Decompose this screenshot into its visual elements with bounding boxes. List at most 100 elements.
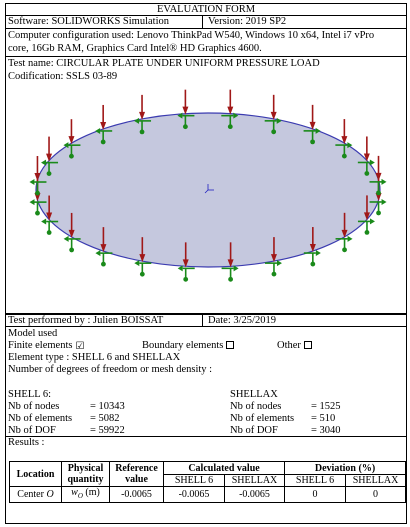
quantity-symbol: w xyxy=(71,487,78,498)
shellax-title: SHELLAX xyxy=(230,389,278,400)
support-base xyxy=(271,271,277,277)
load-arrow-head xyxy=(68,136,75,145)
load-arrow-head xyxy=(68,229,75,238)
load-arrow-head xyxy=(139,111,146,120)
support-base xyxy=(35,210,40,216)
performed-row: Test performed by : Julien BOISSAT Date:… xyxy=(6,314,406,327)
element-type: Element type : SHELL 6 and SHELLAX xyxy=(8,352,181,363)
support-base xyxy=(364,171,370,176)
support-base xyxy=(228,276,234,282)
reference-header-line-2: value xyxy=(125,474,148,485)
other-option[interactable]: Other xyxy=(277,340,312,352)
codification: Codification: SSLS 03-89 xyxy=(8,71,118,82)
evaluation-form: EVALUATION FORM Software: SOLIDWORKS Sim… xyxy=(5,3,407,524)
load-arrow-head xyxy=(363,153,370,162)
support-base xyxy=(69,153,74,159)
support-arrow-head xyxy=(29,199,35,206)
finite-elements-checkbox[interactable]: ☑ xyxy=(75,341,85,352)
support-arrow-head xyxy=(233,112,239,119)
support-arrow-head xyxy=(276,260,282,267)
load-arrow-head xyxy=(182,259,189,268)
table-header-row: Location Physical quantity Reference val… xyxy=(9,461,407,487)
support-base xyxy=(376,190,381,196)
quantity-cell: wO (m) xyxy=(61,486,110,503)
test-date: Date: 3/25/2019 xyxy=(208,315,276,326)
boundary-elements-option[interactable]: Boundary elements xyxy=(142,340,235,352)
support-arrow-head xyxy=(95,127,101,134)
physical-quantity-header: Physical quantity xyxy=(61,461,110,487)
configuration-row: Computer configuration used: Lenovo Thin… xyxy=(6,29,406,57)
load-arrow-head xyxy=(270,111,277,120)
support-base xyxy=(342,247,347,253)
support-arrow-head xyxy=(177,265,183,272)
support-base xyxy=(364,230,370,235)
support-base xyxy=(227,124,233,130)
reference-value-header: Reference value xyxy=(109,461,164,487)
reference-header-line-1: Reference xyxy=(115,463,158,474)
dof-label: Number of degrees of freedom or mesh den… xyxy=(8,364,213,375)
shell6-nodes-value: = 10343 xyxy=(90,401,125,412)
results-separator xyxy=(6,436,406,437)
shellax-elements-label: Nb of elements xyxy=(230,413,295,424)
finite-elements-option[interactable]: Finite elements ☑ xyxy=(8,340,84,352)
support-arrow-head xyxy=(177,112,183,119)
dev-shellax-cell: 0 xyxy=(345,486,407,503)
shellax-dof-value: = 3040 xyxy=(311,425,341,436)
form-title: EVALUATION FORM xyxy=(156,4,256,15)
location-text: Center xyxy=(17,489,47,500)
shell6-nodes-label: Nb of nodes xyxy=(8,401,60,412)
reference-cell: -0.0065 xyxy=(109,486,164,503)
location-header: Location xyxy=(9,461,62,487)
shellax-elements-value: = 510 xyxy=(311,413,336,424)
support-base xyxy=(139,129,145,135)
support-base xyxy=(69,247,75,253)
load-arrow-head xyxy=(309,244,316,253)
divider xyxy=(202,16,203,28)
divider xyxy=(202,315,203,327)
shellax-dof-label: Nb of DOF xyxy=(230,425,278,436)
shell6-dof-value: = 59922 xyxy=(90,425,125,436)
performed-by: Test performed by : Julien BOISSAT xyxy=(8,315,164,326)
shell6-title: SHELL 6: xyxy=(8,389,52,400)
title-row: EVALUATION FORM xyxy=(6,4,406,16)
support-arrow-head xyxy=(63,235,69,242)
load-arrow-head xyxy=(46,212,53,221)
deviation-header: Deviation (%) xyxy=(284,461,407,475)
physical-header-line-2: quantity xyxy=(67,474,104,485)
support-base xyxy=(310,139,315,145)
load-arrow-head xyxy=(309,121,316,130)
support-arrow-head xyxy=(381,198,387,205)
support-arrow-head xyxy=(347,235,353,242)
shell6-dof-label: Nb of DOF xyxy=(8,425,56,436)
test-name: Test name: CIRCULAR PLATE UNDER UNIFORM … xyxy=(8,58,320,69)
boundary-elements-label: Boundary elements xyxy=(142,340,224,351)
support-arrow-head xyxy=(233,265,239,272)
calc-shellax-cell: -0.0065 xyxy=(223,486,286,503)
support-arrow-head xyxy=(41,159,47,166)
other-checkbox[interactable] xyxy=(303,341,312,349)
support-arrow-head xyxy=(347,142,353,149)
support-base xyxy=(35,190,40,196)
support-arrow-head xyxy=(276,117,282,124)
support-arrow-head xyxy=(29,179,35,186)
shell6-elements-label: Nb of elements xyxy=(8,413,73,424)
support-arrow-head xyxy=(95,250,101,257)
support-base xyxy=(271,129,277,135)
boundary-elements-checkbox[interactable] xyxy=(226,341,235,349)
config-line-2: core, 16Gb RAM, Graphics Card Intel® HD … xyxy=(8,43,262,54)
calc-shell6-header: SHELL 6 xyxy=(163,474,225,487)
load-arrow-head xyxy=(341,229,348,238)
location-symbol: O xyxy=(46,489,54,500)
quantity-unit: (m) xyxy=(82,487,100,498)
dev-shell6-header: SHELL 6 xyxy=(284,474,347,487)
dev-shellax-header: SHELLAX xyxy=(345,474,407,487)
physical-header-line-1: Physical xyxy=(67,463,104,474)
shellax-nodes-value: = 1525 xyxy=(311,401,341,412)
support-base xyxy=(376,210,381,216)
other-label: Other xyxy=(277,340,301,351)
load-arrow-head xyxy=(227,259,234,268)
support-arrow-head xyxy=(315,250,321,257)
load-arrow-head xyxy=(270,254,277,263)
version-label: Version: 2019 SP2 xyxy=(208,16,287,27)
load-arrow-head xyxy=(375,172,382,181)
